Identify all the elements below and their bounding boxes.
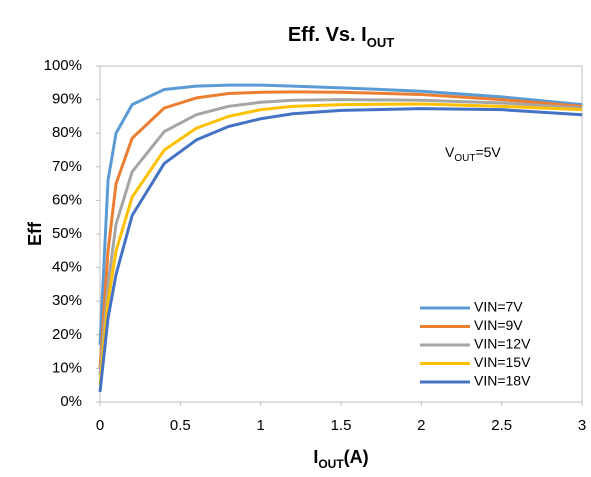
annotation-sub: OUT [454, 153, 475, 164]
y-tick-label: 100% [44, 57, 82, 74]
y-tick-label: 10% [52, 359, 82, 376]
y-axis-label: Eff [25, 221, 45, 246]
legend-label: VIN=9V [474, 317, 523, 333]
title-text: Eff. Vs. I [288, 24, 367, 46]
x-axis-label: IOUT(A) [313, 447, 368, 471]
y-tick-label: 80% [52, 124, 82, 141]
series-line [98, 98, 583, 376]
y-tick-label: 50% [52, 225, 82, 242]
y-tick-label: 30% [52, 292, 82, 309]
series-line [98, 102, 583, 386]
legend-label: VIN=18V [474, 373, 531, 389]
x-label-rest: (A) [344, 447, 369, 467]
y-tick-label: 0% [60, 393, 82, 410]
x-label-text: I [313, 447, 318, 467]
x-tick-label: 3 [578, 417, 586, 434]
legend-label: VIN=12V [474, 336, 531, 352]
series-line [98, 90, 583, 369]
x-tick-label: 1.5 [331, 417, 352, 434]
annotation-rest: =5V [475, 144, 501, 160]
legend-label: VIN=7V [474, 299, 523, 315]
x-label-sub: OUT [318, 457, 344, 471]
annotation-text: V [445, 144, 455, 160]
x-tick-label: 0.5 [170, 417, 191, 434]
x-tick-label: 2.5 [491, 417, 512, 434]
x-tick-label: 1 [256, 417, 264, 434]
series-line [98, 83, 583, 345]
y-tick-label: 60% [52, 191, 82, 208]
legend-label: VIN=15V [474, 354, 531, 370]
y-tick-label: 20% [52, 326, 82, 343]
series-line [98, 107, 583, 393]
chart-title: Eff. Vs. IOUT [288, 24, 394, 50]
x-tick-label: 2 [417, 417, 425, 434]
y-tick-label: 90% [52, 91, 82, 108]
y-tick-label: 40% [52, 259, 82, 276]
x-tick-label: 0 [96, 417, 104, 434]
annotation: VOUT=5V [445, 144, 501, 164]
y-tick-label: 70% [52, 158, 82, 175]
title-sub: OUT [367, 35, 395, 50]
